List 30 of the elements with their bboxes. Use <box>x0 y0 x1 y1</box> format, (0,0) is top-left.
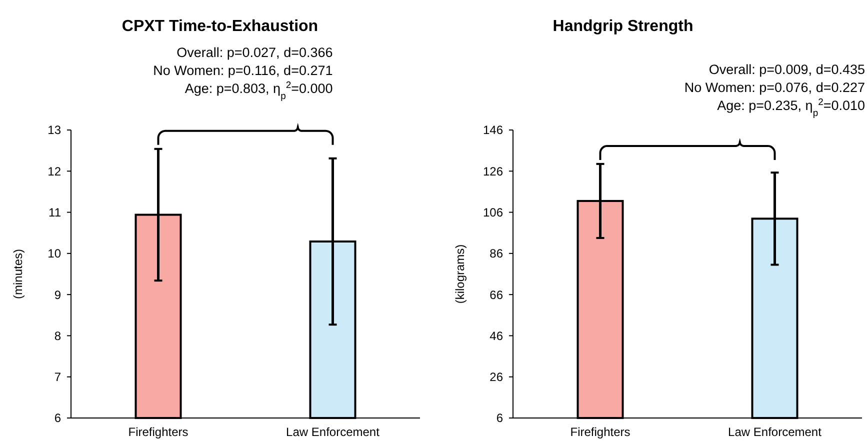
text: Overall: p=0.009, d=0.435 <box>708 62 865 77</box>
y-axis-title: (kilograms) <box>453 244 467 304</box>
y-tick-label: 9 <box>54 288 62 302</box>
x-tick-label: Law Enforcement <box>286 425 380 439</box>
y-axis-title: (minutes) <box>11 248 25 300</box>
y-tick-label: 8 <box>54 328 62 343</box>
y-tick-label: 6 <box>496 411 504 426</box>
y-tick-label: 126 <box>482 164 504 178</box>
chart-title: CPXT Time-to-Exhaustion <box>122 18 318 35</box>
text: No Women: p=0.116, d=0.271 <box>153 62 333 78</box>
y-tick-label: 146 <box>482 123 504 138</box>
chart-title: Handgrip Strength <box>552 18 694 35</box>
y-tick-label: 10 <box>48 246 62 261</box>
y-tick-label: 46 <box>490 328 504 343</box>
y-tick-label: 66 <box>490 288 504 302</box>
y-tick-label: 86 <box>490 246 504 261</box>
text: Age: p=0.235, η$_{p}$$^{2}$=0.010 <box>717 96 865 118</box>
y-tick-label: 106 <box>482 205 504 220</box>
text: No Women: p=0.076, d=0.227 <box>684 80 865 95</box>
text: Age: p=0.803, η$_{p}$$^{2}$=0.000 <box>184 79 333 102</box>
y-tick-label: 12 <box>48 164 62 178</box>
y-tick-label: 11 <box>48 205 62 220</box>
y-tick-label: 26 <box>490 370 504 384</box>
y-tick-label: 7 <box>54 370 62 384</box>
x-tick-label: Law Enforcement <box>728 425 822 439</box>
y-tick-label: 6 <box>54 411 62 426</box>
x-tick-label: Firefighters <box>128 425 188 439</box>
text: Overall: p=0.027, d=0.366 <box>176 44 333 60</box>
x-tick-label: Firefighters <box>570 425 630 439</box>
y-tick-label: 13 <box>48 123 62 138</box>
